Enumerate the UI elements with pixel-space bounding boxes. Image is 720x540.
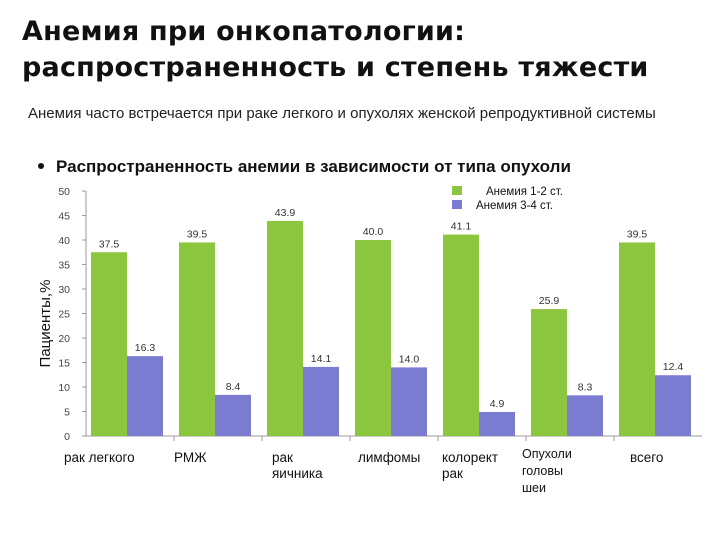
bar-anemia-1-2 <box>267 220 303 436</box>
x-tick-label: колорект рак <box>442 450 499 481</box>
x-tick-label: Опухоли головы шеи <box>522 447 572 495</box>
bar-anemia-1-2 <box>619 242 655 436</box>
bar-anemia-1-2 <box>355 240 391 436</box>
title-line-1: Анемия при онкопатологии: <box>22 16 466 47</box>
bar-value-label: 25.9 <box>539 295 560 307</box>
bar-anemia-1-2 <box>179 242 215 436</box>
y-axis-title: Пациенты,% <box>37 280 54 368</box>
bar-anemia-3-4 <box>479 411 515 436</box>
y-tick-label: 10 <box>58 382 70 394</box>
bar-value-label: 39.5 <box>187 228 208 240</box>
intro-text: Анемия часто встречается при раке легког… <box>28 105 656 122</box>
bar-anemia-3-4 <box>215 394 251 436</box>
bar-value-label: 40.0 <box>363 226 384 238</box>
bar-anemia-3-4 <box>567 395 603 436</box>
legend-swatch <box>452 186 462 195</box>
page-title: Анемия при онкопатологии: распространенн… <box>22 14 712 86</box>
x-tick-label: лимфомы <box>358 450 421 465</box>
bar-value-label: 43.9 <box>275 207 296 219</box>
bar-anemia-1-2 <box>443 234 479 436</box>
y-tick-label: 50 <box>58 186 70 198</box>
x-tick-label: рак яичника <box>272 450 323 481</box>
legend-label: Анемия 1-2 ст. <box>486 186 563 198</box>
bullet-icon <box>38 162 44 169</box>
bar-value-label: 8.3 <box>578 381 593 393</box>
bar-value-label: 41.1 <box>451 221 472 233</box>
bar-value-label: 39.5 <box>627 228 648 240</box>
bar-anemia-1-2 <box>531 309 567 436</box>
bar-value-label: 12.4 <box>663 361 684 373</box>
y-tick-label: 20 <box>58 333 70 345</box>
y-tick-label: 25 <box>58 309 70 321</box>
y-tick-label: 35 <box>58 260 70 272</box>
y-tick-label: 5 <box>64 407 70 419</box>
bar-value-label: 14.0 <box>399 353 420 365</box>
bar-anemia-3-4 <box>655 375 691 436</box>
y-tick-label: 45 <box>58 211 70 223</box>
y-tick-label: 15 <box>58 358 70 370</box>
y-tick-label: 0 <box>64 431 70 443</box>
x-tick-label: РМЖ <box>174 450 207 465</box>
bar-value-label: 14.1 <box>311 353 332 365</box>
bar-anemia-3-4 <box>127 356 163 436</box>
title-line-2: распространенность и степень тяжести <box>22 52 649 83</box>
bar-value-label: 37.5 <box>99 238 120 250</box>
bar-value-label: 4.9 <box>490 398 505 410</box>
bar-value-label: 8.4 <box>226 381 241 393</box>
bar-anemia-3-4 <box>391 367 427 436</box>
legend-swatch <box>452 200 462 209</box>
bar-anemia-1-2 <box>91 252 127 436</box>
x-tick-label: всего <box>630 450 664 465</box>
bullet-item: Распространенность анемии в зависимости … <box>38 157 708 177</box>
y-tick-label: 30 <box>58 284 70 296</box>
bar-value-label: 16.3 <box>135 342 156 354</box>
x-tick-label: рак легкого <box>64 450 135 465</box>
bullet-text: Распространенность анемии в зависимости … <box>56 157 571 176</box>
bar-anemia-3-4 <box>303 366 339 436</box>
legend-label: Анемия 3-4 ст. <box>476 200 553 212</box>
y-tick-label: 40 <box>58 235 70 247</box>
